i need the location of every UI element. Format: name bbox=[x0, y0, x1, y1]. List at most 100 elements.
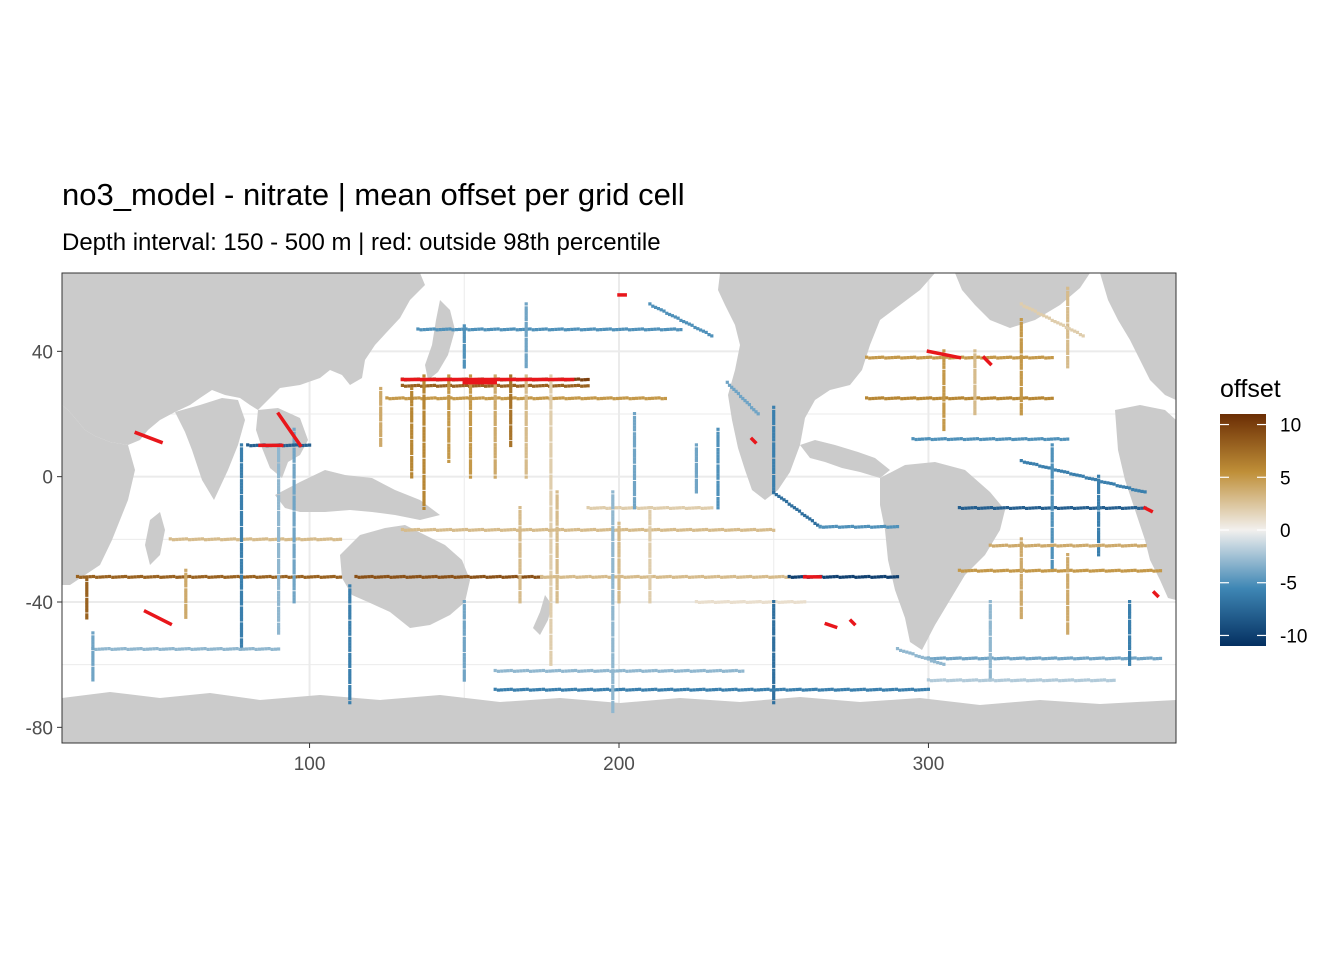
grid-cell bbox=[1041, 465, 1045, 469]
grid-cell bbox=[220, 574, 224, 579]
grid-cell bbox=[973, 403, 977, 407]
grid-cell bbox=[988, 645, 992, 650]
grid-cell bbox=[1058, 679, 1062, 683]
track bbox=[524, 302, 528, 369]
grid-cell bbox=[555, 567, 559, 572]
grid-cell bbox=[468, 443, 473, 447]
grid-cell bbox=[877, 396, 881, 400]
grid-cell bbox=[292, 431, 296, 435]
grid-cell bbox=[468, 439, 473, 443]
grid-cell bbox=[549, 525, 553, 529]
track bbox=[611, 490, 615, 714]
grid-cell bbox=[85, 578, 89, 582]
grid-cell bbox=[348, 591, 352, 595]
grid-cell bbox=[990, 678, 995, 682]
grid-cell bbox=[277, 520, 281, 524]
grid-cell bbox=[197, 575, 201, 579]
grid-cell bbox=[1066, 319, 1070, 323]
grid-cell bbox=[1019, 302, 1023, 306]
grid-cell bbox=[1067, 327, 1071, 331]
grid-cell bbox=[824, 688, 828, 692]
grid-cell bbox=[285, 443, 289, 448]
grid-cell bbox=[464, 327, 468, 331]
grid-cell bbox=[906, 396, 910, 400]
grid-cell bbox=[734, 668, 738, 673]
grid-cell bbox=[348, 594, 352, 598]
grid-cell bbox=[651, 669, 655, 673]
grid-cell bbox=[184, 575, 188, 579]
grid-cell bbox=[648, 302, 652, 306]
grid-cell bbox=[184, 568, 188, 572]
grid-cell bbox=[988, 649, 992, 653]
grid-cell bbox=[1066, 290, 1070, 294]
grid-cell bbox=[524, 343, 528, 347]
grid-cell bbox=[422, 458, 426, 462]
grid-cell bbox=[1127, 544, 1131, 548]
grid-cell bbox=[1066, 582, 1070, 586]
grid-cell bbox=[509, 399, 513, 404]
grid-cell bbox=[422, 451, 426, 455]
grid-cell bbox=[124, 574, 128, 579]
grid-cell bbox=[611, 653, 615, 657]
grid-cell bbox=[1104, 544, 1108, 548]
grid-cell bbox=[973, 365, 977, 369]
grid-cell bbox=[1133, 568, 1137, 572]
grid-cell bbox=[292, 504, 296, 508]
grid-cell bbox=[487, 396, 491, 401]
grid-cell bbox=[292, 523, 296, 527]
grid-cell bbox=[168, 575, 173, 579]
grid-cell bbox=[694, 506, 698, 510]
grid-cell bbox=[772, 661, 776, 665]
grid-cell bbox=[178, 537, 182, 541]
grid-cell bbox=[458, 384, 462, 388]
grid-cell bbox=[1019, 590, 1023, 594]
grid-cell bbox=[973, 353, 977, 357]
grid-cell bbox=[699, 687, 703, 692]
grid-cell bbox=[509, 421, 513, 425]
grid-cell bbox=[541, 687, 545, 691]
grid-cell bbox=[348, 616, 352, 620]
grid-cell bbox=[656, 527, 661, 532]
grid-cell bbox=[338, 575, 343, 579]
grid-cell bbox=[322, 537, 326, 541]
grid-cell bbox=[617, 580, 621, 584]
grid-cell bbox=[772, 458, 776, 462]
grid-cell bbox=[416, 527, 420, 532]
grid-cell bbox=[967, 506, 971, 510]
grid-cell bbox=[611, 548, 615, 552]
grid-cell bbox=[993, 657, 997, 661]
grid-cell bbox=[479, 575, 483, 579]
grid-cell bbox=[772, 639, 776, 643]
grid-cell bbox=[813, 521, 817, 525]
grid-cell bbox=[694, 443, 698, 447]
grid-cell bbox=[1076, 506, 1080, 510]
grid-cell bbox=[348, 648, 352, 652]
grid-cell bbox=[507, 396, 511, 400]
grid-cell bbox=[450, 574, 454, 579]
grid-cell bbox=[703, 506, 708, 510]
grid-cell bbox=[1109, 481, 1113, 486]
grid-cell bbox=[772, 429, 776, 433]
grid-cell bbox=[1009, 657, 1013, 661]
grid-cell bbox=[874, 356, 878, 360]
grid-cell bbox=[404, 384, 408, 388]
grid-cell bbox=[292, 450, 296, 454]
grid-cell bbox=[609, 669, 613, 673]
y-tick-label: -40 bbox=[26, 593, 53, 614]
grid-cell bbox=[988, 607, 992, 611]
grid-cell bbox=[605, 506, 609, 510]
grid-cell bbox=[524, 462, 528, 466]
grid-cell bbox=[493, 475, 497, 479]
grid-cell bbox=[184, 537, 188, 541]
grid-cell bbox=[1006, 656, 1010, 660]
grid-cell bbox=[555, 526, 559, 530]
grid-cell bbox=[603, 396, 607, 400]
grid-cell bbox=[704, 527, 709, 532]
grid-cell bbox=[516, 384, 520, 388]
grid-cell bbox=[973, 568, 977, 572]
outlier-cell bbox=[1151, 590, 1160, 599]
grid-cell bbox=[1089, 657, 1093, 661]
grid-cell bbox=[942, 408, 946, 412]
grid-cell bbox=[979, 437, 983, 442]
grid-cell bbox=[621, 506, 625, 510]
